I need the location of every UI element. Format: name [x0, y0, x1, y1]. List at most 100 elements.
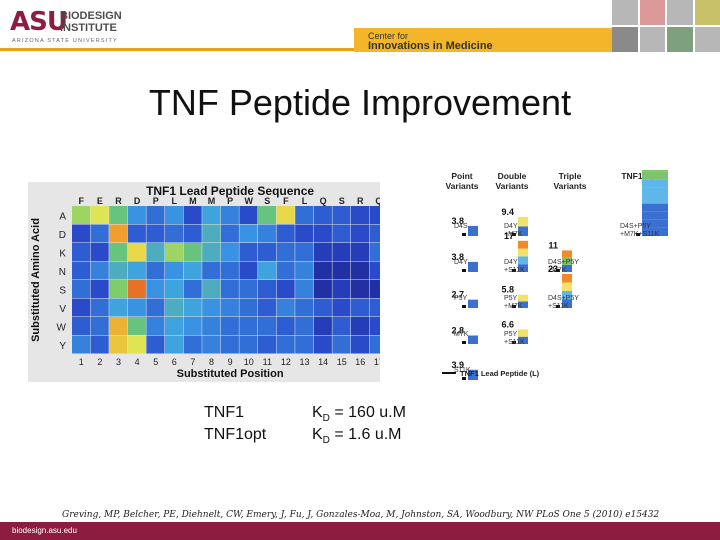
column-header: Point — [451, 171, 472, 181]
heatmap-cell — [109, 261, 128, 280]
variant-label: +S11K — [504, 267, 525, 274]
sequence-residue-label: L — [302, 196, 308, 206]
column-header: TNF1-opt — [621, 171, 658, 181]
center-line1: Center for — [368, 31, 409, 41]
kd-value: KD = 160 u.M — [312, 404, 406, 424]
sequence-residue-label: Q — [375, 196, 380, 206]
variant-label: +S11K — [548, 303, 569, 310]
heatmap-cell — [220, 206, 239, 224]
heatmap-cell — [258, 335, 277, 354]
x-tick-label: 13 — [299, 357, 309, 367]
heatmap-cell — [109, 298, 128, 317]
heatmap-cell — [127, 317, 146, 335]
header-photo — [667, 0, 693, 25]
variant-label: D4S+P5Y — [548, 259, 579, 266]
y-tick-label: N — [59, 267, 66, 278]
heatmap-cell — [313, 335, 332, 354]
sequence-residue-label: F — [79, 196, 85, 206]
lead-peptide-bar — [636, 233, 640, 236]
heatmap-cell — [351, 243, 370, 261]
heatmap-cell — [72, 261, 91, 280]
x-tick-label: 16 — [355, 357, 365, 367]
heatmap-cell — [146, 224, 165, 243]
heatmap-cell — [165, 317, 184, 335]
variant-label: P5Y — [504, 331, 518, 338]
heatmap-cell — [220, 335, 239, 354]
institute-line1: BIODESIGN — [60, 10, 122, 22]
heatmap-cell — [239, 298, 258, 317]
heatmap-cell — [72, 317, 91, 335]
heatmap-cell — [109, 335, 128, 354]
lead-peptide-bar — [512, 305, 516, 308]
variant-label: D4S+P5Y — [548, 295, 579, 302]
column-header: Variants — [553, 181, 586, 191]
variant-label: D4Y — [504, 259, 518, 266]
legend-label: TNF1 Lead Peptide (L) — [460, 369, 540, 378]
center-line2: Innovations in Medicine — [368, 40, 493, 52]
lead-peptide-bar — [462, 233, 466, 236]
kd-subscript: D — [322, 413, 330, 425]
bar-segment — [642, 227, 668, 236]
heatmap-cell — [183, 335, 202, 354]
heatmap-cell — [90, 317, 109, 335]
legend-swatch — [442, 372, 456, 374]
heatmap-cell — [258, 317, 277, 335]
x-tick-label: 8 — [209, 357, 214, 367]
heatmap-cell — [332, 280, 351, 298]
heatmap-cell — [220, 224, 239, 243]
heatmap-cell — [146, 335, 165, 354]
heatmap-cell — [295, 280, 314, 298]
heatmap-cell — [276, 243, 295, 261]
heatmap-cell — [146, 206, 165, 224]
x-tick-label: 12 — [281, 357, 291, 367]
x-tick-label: 2 — [97, 357, 102, 367]
sequence-residue-label: M — [208, 196, 216, 206]
y-tick-label: W — [57, 322, 67, 333]
header-photo — [667, 27, 693, 52]
center-banner: Center for Innovations in Medicine — [354, 28, 614, 52]
heatmap-cell — [351, 224, 370, 243]
heatmap-cell — [276, 280, 295, 298]
heatmap-cell — [351, 317, 370, 335]
heatmap-cell — [351, 335, 370, 354]
column-header: Variants — [445, 181, 478, 191]
footer-url[interactable]: biodesign.asu.edu — [12, 526, 77, 535]
institute-name: BIODESIGN INSTITUTE — [60, 10, 140, 34]
heatmap-cell — [90, 298, 109, 317]
header: ASU BIODESIGN INSTITUTE ARIZONA STATE UN… — [0, 0, 720, 56]
heatmap-cell — [258, 261, 277, 280]
heatmap-cell — [90, 261, 109, 280]
heatmap-cell — [220, 298, 239, 317]
header-photo — [639, 27, 665, 52]
bar-segment — [562, 250, 572, 258]
lead-peptide-bar — [462, 305, 466, 308]
heatmap-cell — [332, 298, 351, 317]
bar-value-label: 3.8 — [451, 216, 464, 226]
heatmap-cell — [202, 224, 221, 243]
x-tick-label: 17 — [374, 357, 380, 367]
bar-segment — [642, 195, 668, 204]
heatmap-title: TNF1 Lead Peptide Sequence — [146, 184, 314, 198]
x-tick-label: 7 — [190, 357, 195, 367]
heatmap-cell — [146, 280, 165, 298]
bar-segment — [642, 170, 668, 172]
heatmap-cell — [220, 280, 239, 298]
heatmap-cell — [183, 206, 202, 224]
variant-label: D4Y — [504, 223, 518, 230]
heatmap-cell — [127, 224, 146, 243]
bar-segment — [468, 335, 478, 344]
asu-logo-text: ASU — [10, 7, 68, 37]
variant-label: +M7K+S11K — [620, 231, 660, 238]
heatmap-cell — [313, 261, 332, 280]
bar-segment — [518, 301, 528, 308]
heatmap-cell — [239, 280, 258, 298]
heatmap-cell — [127, 206, 146, 224]
bar-segment — [518, 336, 528, 344]
bar-segment — [468, 369, 478, 380]
heatmap-cell — [295, 298, 314, 317]
kd-number: = 1.6 u.M — [329, 426, 402, 443]
heatmap-cell — [165, 206, 184, 224]
sequence-residue-label: P — [153, 196, 159, 206]
x-tick-label: 1 — [79, 357, 84, 367]
